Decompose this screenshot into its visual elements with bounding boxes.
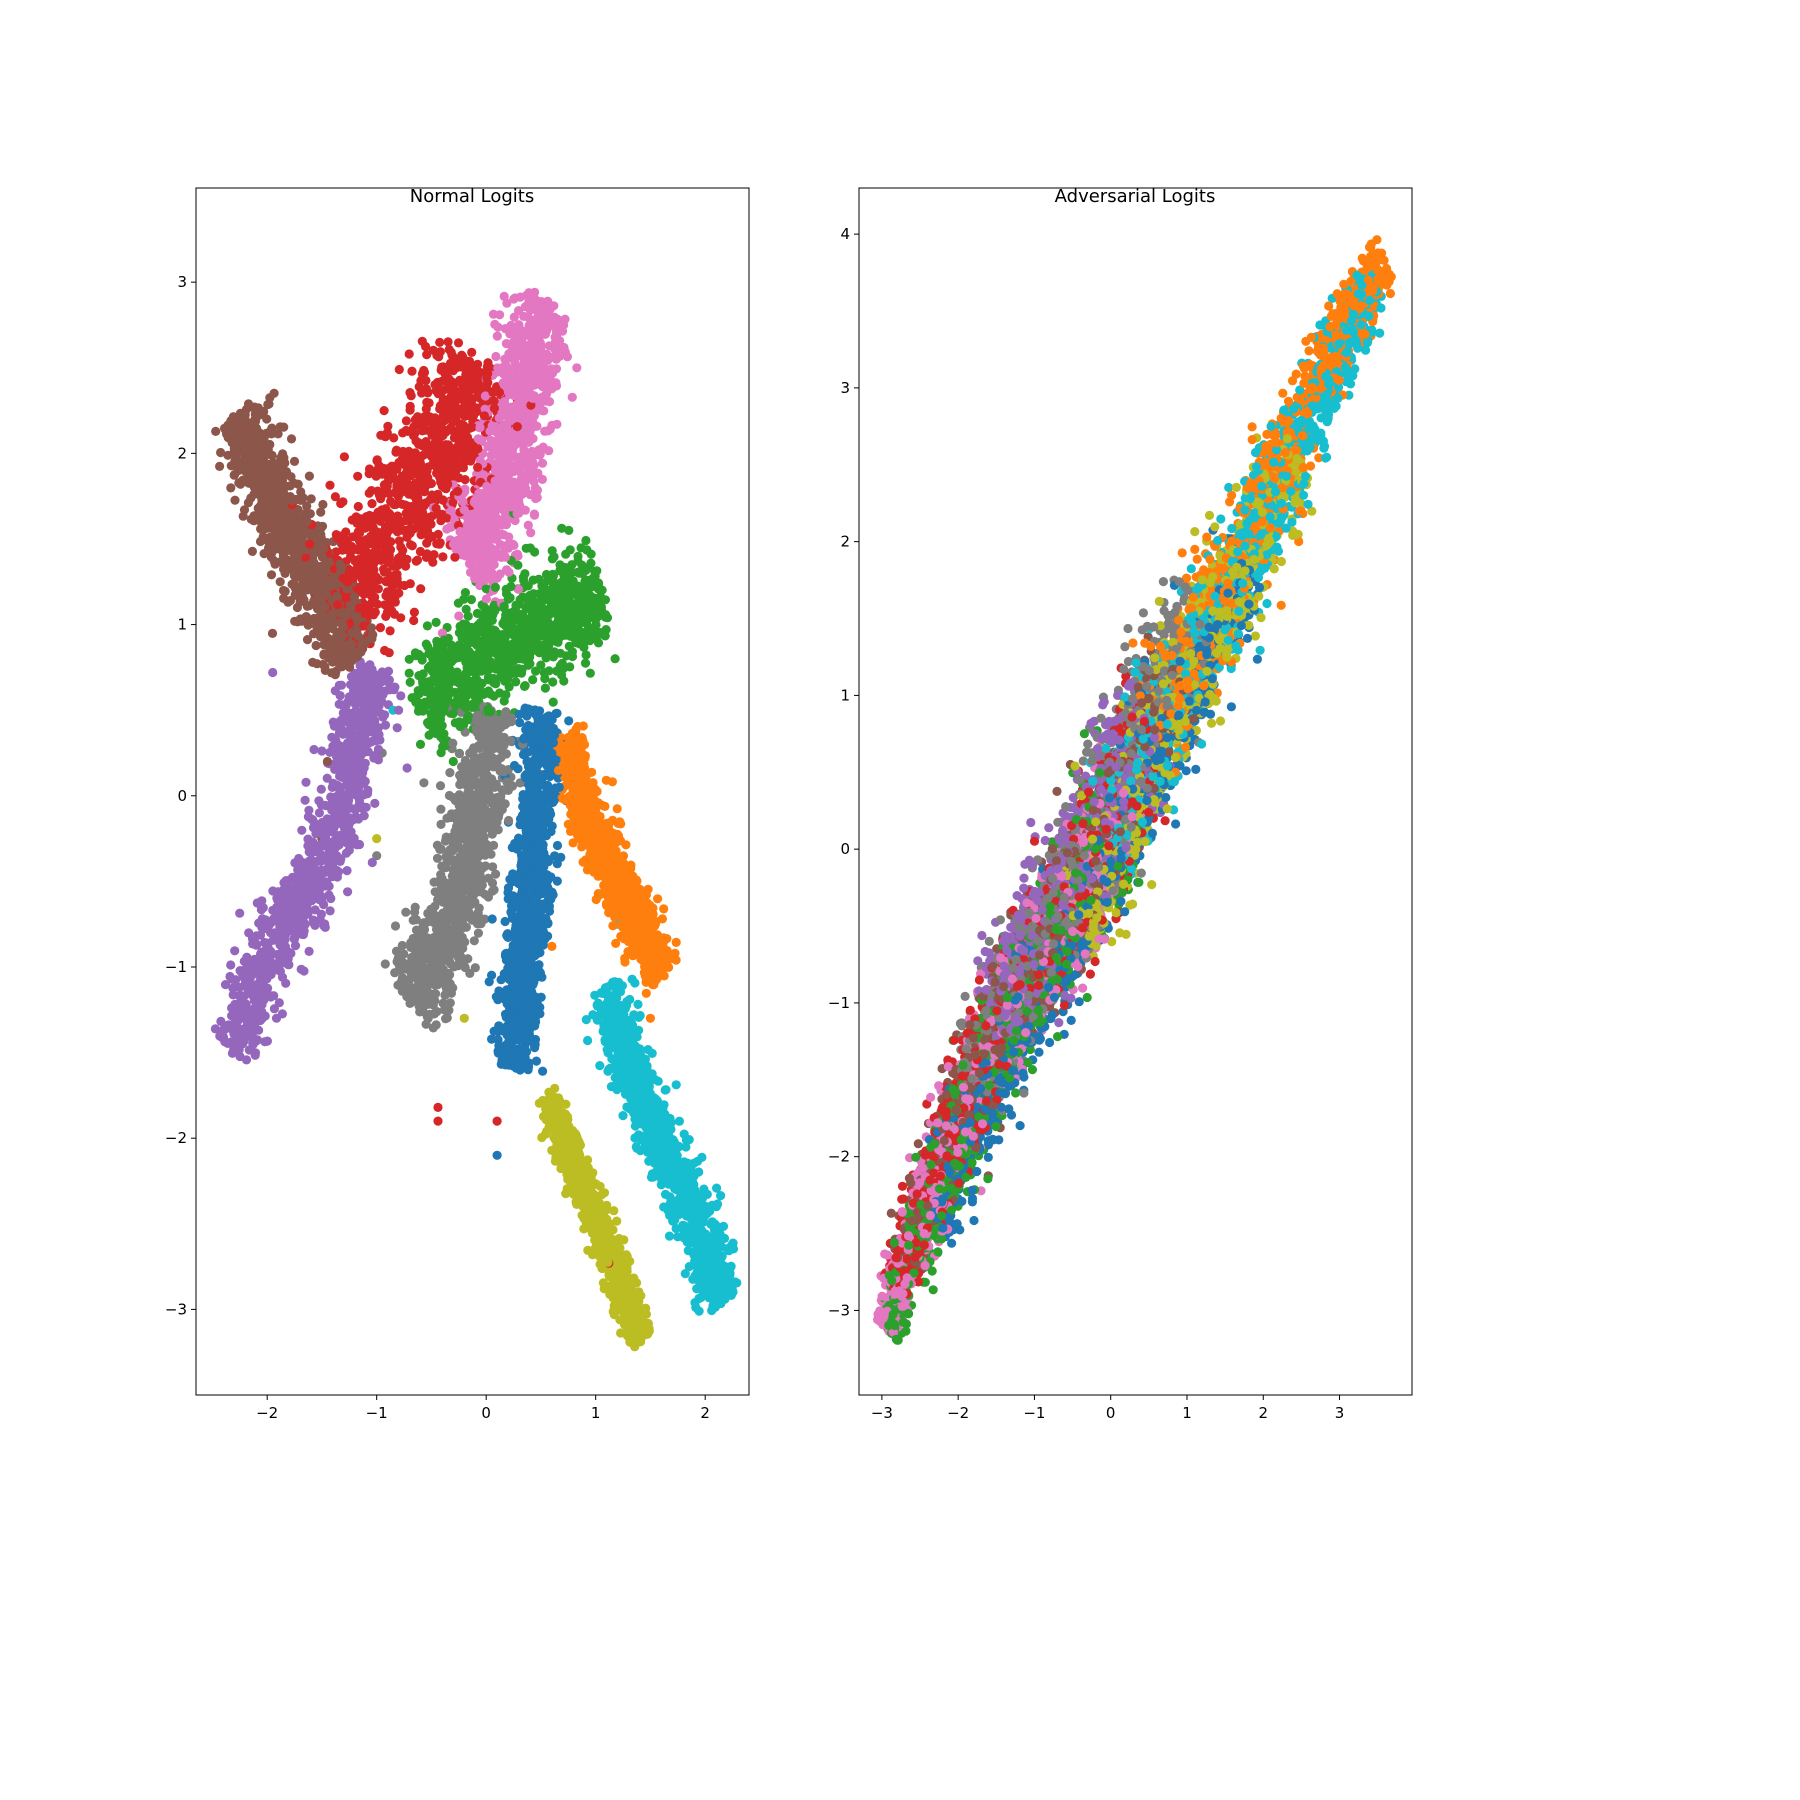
normal-logits-point bbox=[712, 1183, 722, 1193]
normal-logits-point bbox=[405, 677, 415, 687]
normal-logits-point bbox=[216, 447, 226, 458]
normal-logits-point bbox=[385, 626, 395, 636]
normal-logits-point bbox=[220, 980, 231, 990]
normal-logits-point bbox=[433, 1116, 443, 1126]
normal-logits-point bbox=[269, 388, 279, 398]
normal-logits-point bbox=[390, 921, 401, 931]
normal-logits-point bbox=[402, 763, 412, 773]
normal-logits-point bbox=[548, 697, 558, 707]
normal-logits-point bbox=[454, 611, 464, 621]
normal-logits-point bbox=[453, 598, 463, 608]
normal-logits-point bbox=[694, 1167, 704, 1177]
normal-logits-point bbox=[515, 718, 525, 728]
normal-logits-point bbox=[280, 568, 290, 579]
normal-logits-point bbox=[540, 683, 551, 693]
normal-logits-title: Normal Logits bbox=[410, 186, 534, 207]
normal-logits-point bbox=[429, 550, 439, 560]
normal-logits-point bbox=[567, 392, 577, 402]
normal-logits-point bbox=[297, 825, 307, 835]
normal-logits-point bbox=[481, 594, 491, 604]
normal-logits-point bbox=[286, 434, 297, 444]
normal-logits-point bbox=[547, 546, 557, 556]
normal-logits-point bbox=[226, 960, 236, 970]
normal-logits-point bbox=[431, 617, 441, 628]
normal-logits-point bbox=[470, 963, 480, 973]
normal-logits-point bbox=[406, 391, 416, 401]
normal-logits-point bbox=[572, 363, 582, 373]
normal-logits-point bbox=[525, 543, 535, 553]
normal-logits-point bbox=[379, 406, 389, 416]
normal-logits-point bbox=[230, 946, 240, 956]
normal-logits-point bbox=[396, 691, 406, 701]
normal-logits-point bbox=[235, 908, 245, 918]
normal-logits-point bbox=[436, 844, 446, 854]
normal-logits-point bbox=[583, 1035, 593, 1046]
normal-logits-point bbox=[401, 907, 411, 917]
normal-logits-point bbox=[380, 959, 390, 969]
normal-logits-points bbox=[210, 287, 742, 1352]
normal-logits-point bbox=[537, 458, 548, 468]
normal-logits-point bbox=[300, 795, 310, 805]
normal-logits-point bbox=[510, 293, 520, 303]
normal-logits-point bbox=[435, 781, 446, 791]
normal-logits-point bbox=[633, 999, 643, 1010]
normal-logits-point bbox=[601, 775, 611, 785]
normal-logits-point bbox=[325, 906, 335, 916]
normal-logits-point bbox=[448, 756, 458, 767]
normal-logits-point bbox=[409, 615, 419, 626]
normal-logits-point bbox=[536, 992, 546, 1002]
normal-logits-point bbox=[581, 1015, 591, 1025]
normal-logits-point bbox=[484, 977, 494, 987]
normal-logits-point bbox=[433, 529, 443, 540]
normal-logits-point bbox=[492, 1150, 502, 1160]
normal-logits-point bbox=[664, 1231, 675, 1241]
normal-logits-point bbox=[681, 1142, 691, 1152]
normal-logits-point bbox=[618, 1111, 628, 1121]
normal-logits-point bbox=[459, 1013, 469, 1023]
normal-logits-point bbox=[389, 433, 399, 443]
normal-logits-point bbox=[432, 853, 443, 863]
normal-logits-point bbox=[314, 808, 324, 818]
normal-logits-point bbox=[401, 416, 411, 426]
normal-logits-point bbox=[531, 1056, 542, 1066]
normal-logits-point bbox=[544, 446, 554, 456]
normal-logits-point bbox=[620, 957, 630, 967]
normal-logits-point bbox=[289, 456, 300, 466]
normal-logits-point bbox=[493, 322, 503, 332]
normal-logits-point bbox=[211, 426, 221, 436]
normal-logits-point bbox=[659, 904, 669, 914]
normal-logits-point bbox=[339, 452, 349, 462]
normal-logits-point bbox=[415, 739, 426, 750]
normal-logits-point bbox=[460, 962, 470, 973]
normal-logits-point bbox=[460, 475, 470, 485]
normal-logits-point bbox=[407, 366, 417, 376]
normal-logits-point bbox=[561, 1099, 571, 1109]
normal-logits-point bbox=[435, 337, 445, 347]
normal-logits-point bbox=[645, 1013, 656, 1023]
normal-logits-point bbox=[312, 659, 322, 669]
normal-logits-point bbox=[716, 1191, 726, 1201]
normal-logits-point bbox=[250, 1050, 260, 1060]
normal-logits-point bbox=[492, 1116, 502, 1126]
normal-logits-point bbox=[422, 621, 432, 631]
normal-logits-point bbox=[500, 916, 510, 927]
normal-logits-point bbox=[230, 495, 240, 505]
normal-logits-point bbox=[509, 760, 520, 771]
